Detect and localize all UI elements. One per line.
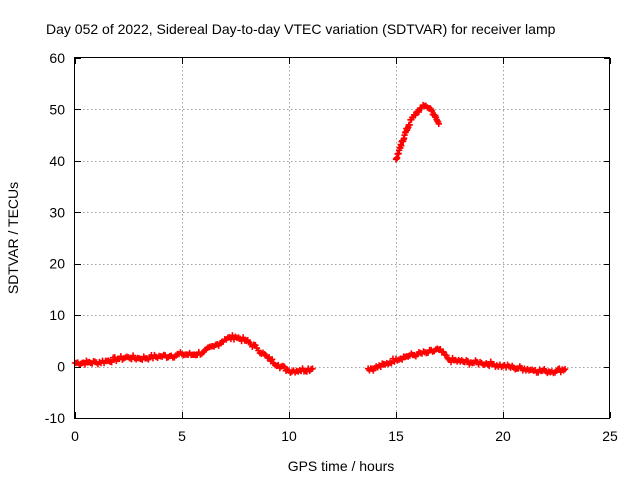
x-tick-label: 10 — [281, 428, 297, 444]
y-axis-label: SDTVAR / TECUs — [5, 182, 21, 294]
series-3 — [392, 101, 442, 163]
y-tick-label: 50 — [49, 101, 65, 117]
series-2 — [364, 345, 569, 377]
data-point — [428, 107, 436, 115]
data-point — [268, 356, 276, 363]
data-point — [309, 365, 316, 372]
y-tick-label: 20 — [49, 256, 65, 272]
y-tick-label: 0 — [57, 359, 65, 375]
y-tick-label: 10 — [49, 307, 65, 323]
x-tick-labels: 0 5 10 15 20 25 — [71, 428, 618, 444]
y-tick-label: 60 — [49, 50, 65, 66]
data-point — [443, 352, 450, 359]
data-point — [561, 365, 569, 373]
series-1 — [71, 332, 316, 376]
data-point — [464, 357, 472, 365]
x-tick-label: 20 — [495, 428, 511, 444]
x-tick-label: 0 — [71, 428, 79, 444]
x-tick-label: 25 — [602, 428, 618, 444]
y-tick-labels: -10 0 10 20 30 40 50 60 — [45, 50, 65, 426]
data-point — [415, 108, 423, 116]
y-tick-label: 30 — [49, 204, 65, 220]
plot-frame — [74, 57, 610, 419]
x-tick-label: 15 — [388, 428, 404, 444]
data-point — [281, 363, 288, 370]
data-marks — [71, 101, 569, 377]
data-point — [435, 120, 442, 128]
tick-marks — [75, 58, 611, 419]
y-tick-label: -10 — [45, 410, 65, 426]
x-axis-label: GPS time / hours — [288, 458, 395, 474]
x-tick-label: 5 — [178, 428, 186, 444]
chart-title: Day 052 of 2022, Sidereal Day-to-day VTE… — [46, 21, 556, 37]
data-point — [108, 358, 115, 366]
data-point — [406, 121, 413, 129]
grid-layer — [75, 58, 610, 418]
y-tick-label: 40 — [49, 153, 65, 169]
